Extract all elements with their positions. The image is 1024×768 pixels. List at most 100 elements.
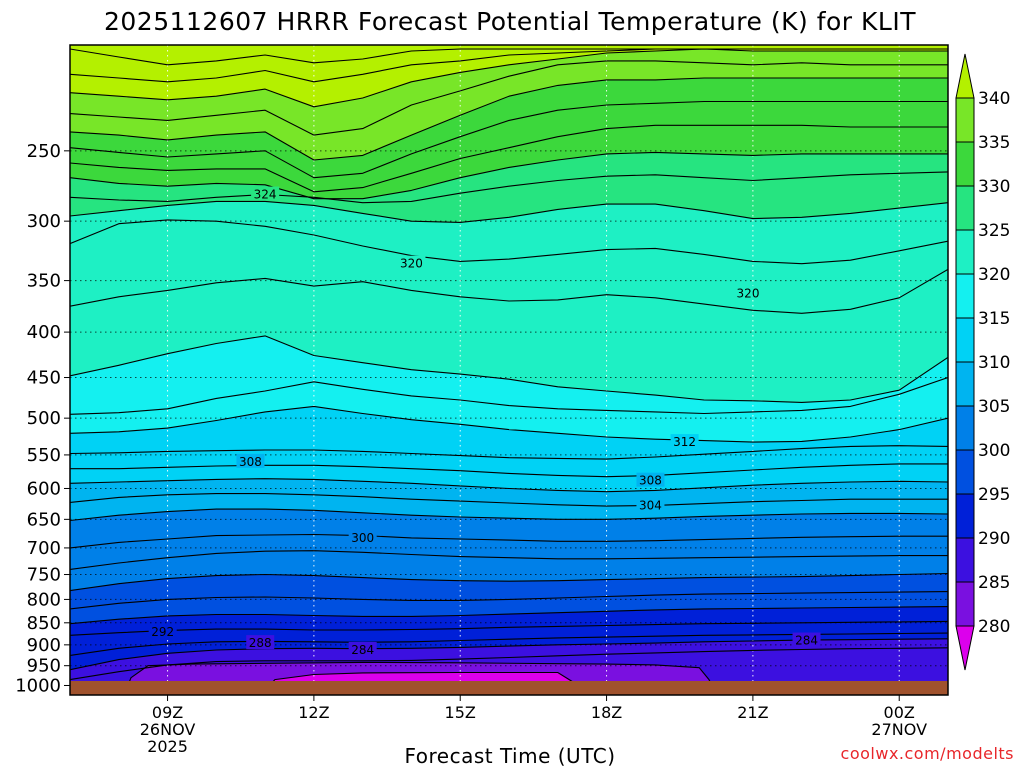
y-tick-label: 350: [27, 271, 61, 292]
isentrope-line: [70, 620, 948, 636]
colorbar-swatch: [955, 97, 975, 143]
contour-label-bg: [348, 641, 377, 656]
colorbar-swatch: [955, 493, 975, 539]
y-tick-label: 700: [27, 538, 61, 559]
colorbar-swatch: [955, 361, 975, 407]
isentrope-line: [264, 671, 583, 691]
colorbar-swatch: [955, 581, 975, 627]
isentrope-line: [70, 591, 948, 610]
isentrope-line: [70, 606, 948, 625]
contour-label: 320: [737, 287, 760, 301]
x-tick-label: 2025: [147, 737, 188, 756]
contour-label: 324: [254, 188, 277, 202]
contour-label-bg: [792, 632, 821, 647]
isentrope-line: [70, 376, 948, 415]
y-tick-label: 950: [27, 656, 61, 677]
x-tick-label: 15Z: [445, 703, 476, 722]
colorbar-tick-label: 320: [978, 265, 1010, 285]
y-tick-label: 550: [27, 445, 61, 466]
isentrope-line: [70, 533, 948, 549]
y-tick-label: 450: [27, 368, 61, 389]
isentrope-line: [70, 478, 948, 493]
colorbar-tick-label: 310: [978, 353, 1010, 373]
contour-label-bg: [148, 623, 177, 638]
ground-bar: [70, 681, 948, 695]
isentrope-line: [70, 219, 948, 265]
y-tick-label: 650: [27, 509, 61, 530]
y-tick-label: 1000: [15, 675, 61, 696]
colorbar: 340 335 330 325 320 315 310 305 300 295 290 285 280: [955, 53, 1010, 671]
x-axis-label: Forecast Time (UTC): [404, 744, 615, 768]
colorbar-tick-label: 325: [978, 221, 1010, 241]
y-tick-label: 400: [27, 322, 61, 343]
contour-label: 288: [249, 636, 272, 650]
contour-label-bg: [236, 453, 265, 468]
contour-label: 308: [239, 455, 262, 469]
x-tick-label: 00Z: [884, 703, 915, 722]
isentrope-line: [70, 647, 948, 681]
contour-label-bg: [246, 635, 275, 650]
isentrope-line: [70, 100, 948, 179]
y-axis: 2503003504004505005506006507007508008509…: [15, 141, 70, 696]
contour-label-bg: [251, 186, 280, 201]
contour-label: 292: [151, 625, 174, 639]
credit-text: coolwx.com/modelts: [841, 744, 1014, 763]
isentrope-line: [70, 405, 948, 443]
isentrope-line: [70, 572, 948, 592]
y-tick-label: 750: [27, 565, 61, 586]
contour-label: 300: [351, 531, 374, 545]
x-tick-label: 27NOV: [871, 720, 927, 739]
contour-label-bg: [734, 285, 763, 300]
colorbar-tick-label: 285: [978, 573, 1010, 593]
isentrope-line: [70, 77, 948, 161]
colorbar-tick-label: 290: [978, 529, 1010, 549]
colorbar-swatch: [955, 141, 975, 187]
isentrope-line: [70, 124, 948, 193]
y-tick-label: 900: [27, 635, 61, 656]
colorbar-cap: [955, 625, 975, 671]
x-tick-label: 18Z: [591, 703, 622, 722]
contour-label-bg: [670, 434, 699, 449]
isentrope-line: [70, 550, 948, 570]
colorbar-tick-label: 300: [978, 441, 1010, 461]
contour-label-bg: [348, 529, 377, 544]
contour-label: 320: [400, 257, 423, 271]
isentrope-line: [125, 661, 715, 691]
colorbar-swatch: [955, 229, 975, 275]
y-tick-label: 850: [27, 613, 61, 634]
colorbar-tick-label: 340: [978, 89, 1010, 109]
colorbar-tick-label: 330: [978, 177, 1010, 197]
contour-label-bg: [397, 255, 426, 270]
contour-label: 284: [351, 643, 374, 657]
plot-frame: [69, 44, 949, 696]
colorbar-swatch: [955, 185, 975, 231]
isentrope-line: [70, 335, 948, 403]
isentrope-line: [70, 48, 948, 83]
contour-label: 284: [795, 634, 818, 648]
contour-label: 304: [639, 498, 662, 512]
colorbar-swatch: [955, 537, 975, 583]
contour-label: 312: [673, 435, 696, 449]
chart-title: 2025112607 HRRR Forecast Potential Tempe…: [104, 7, 916, 36]
x-tick-label: 21Z: [737, 703, 768, 722]
isentrope-line: [70, 268, 948, 314]
isentrope-line: [70, 508, 948, 522]
y-tick-label: 300: [27, 211, 61, 232]
isentrope-line: [70, 463, 948, 478]
colorbar-tick-label: 305: [978, 397, 1010, 417]
colorbar-cap: [955, 53, 975, 99]
isentrope-contours: [70, 48, 948, 691]
x-tick-label: 12Z: [298, 703, 329, 722]
isentrope-line: [70, 171, 948, 204]
isentrope-line: [70, 60, 948, 136]
colorbar-swatch: [955, 405, 975, 451]
colorbar-tick-label: 315: [978, 309, 1010, 329]
colorbar-swatch: [955, 273, 975, 319]
contour-label-bg: [636, 472, 665, 487]
colorbar-swatch: [955, 317, 975, 363]
y-tick-label: 500: [27, 408, 61, 429]
colorbar-swatch: [955, 449, 975, 495]
contour-label-bg: [636, 497, 665, 512]
isentrope-line: [70, 200, 948, 223]
